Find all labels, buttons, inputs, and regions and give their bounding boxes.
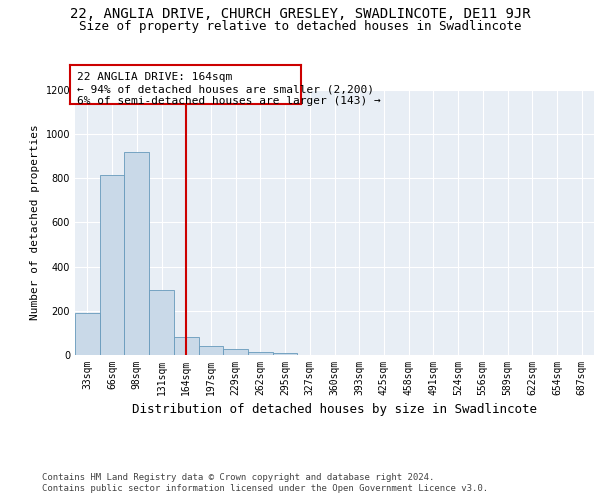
Bar — [273, 353, 298, 355]
Bar — [248, 352, 273, 355]
Bar — [75, 313, 100, 355]
Bar — [199, 346, 223, 355]
Text: 6% of semi-detached houses are larger (143) →: 6% of semi-detached houses are larger (1… — [77, 96, 381, 106]
Bar — [149, 290, 174, 355]
X-axis label: Distribution of detached houses by size in Swadlincote: Distribution of detached houses by size … — [132, 404, 537, 416]
Text: ← 94% of detached houses are smaller (2,200): ← 94% of detached houses are smaller (2,… — [77, 84, 374, 94]
Bar — [223, 350, 248, 355]
Text: 22 ANGLIA DRIVE: 164sqm: 22 ANGLIA DRIVE: 164sqm — [77, 72, 232, 82]
Text: 22, ANGLIA DRIVE, CHURCH GRESLEY, SWADLINCOTE, DE11 9JR: 22, ANGLIA DRIVE, CHURCH GRESLEY, SWADLI… — [70, 8, 530, 22]
Bar — [174, 338, 199, 355]
Text: Contains public sector information licensed under the Open Government Licence v3: Contains public sector information licen… — [42, 484, 488, 493]
Text: Contains HM Land Registry data © Crown copyright and database right 2024.: Contains HM Land Registry data © Crown c… — [42, 472, 434, 482]
Bar — [100, 175, 124, 355]
Y-axis label: Number of detached properties: Number of detached properties — [30, 124, 40, 320]
Text: Size of property relative to detached houses in Swadlincote: Size of property relative to detached ho… — [79, 20, 521, 33]
Bar — [124, 152, 149, 355]
